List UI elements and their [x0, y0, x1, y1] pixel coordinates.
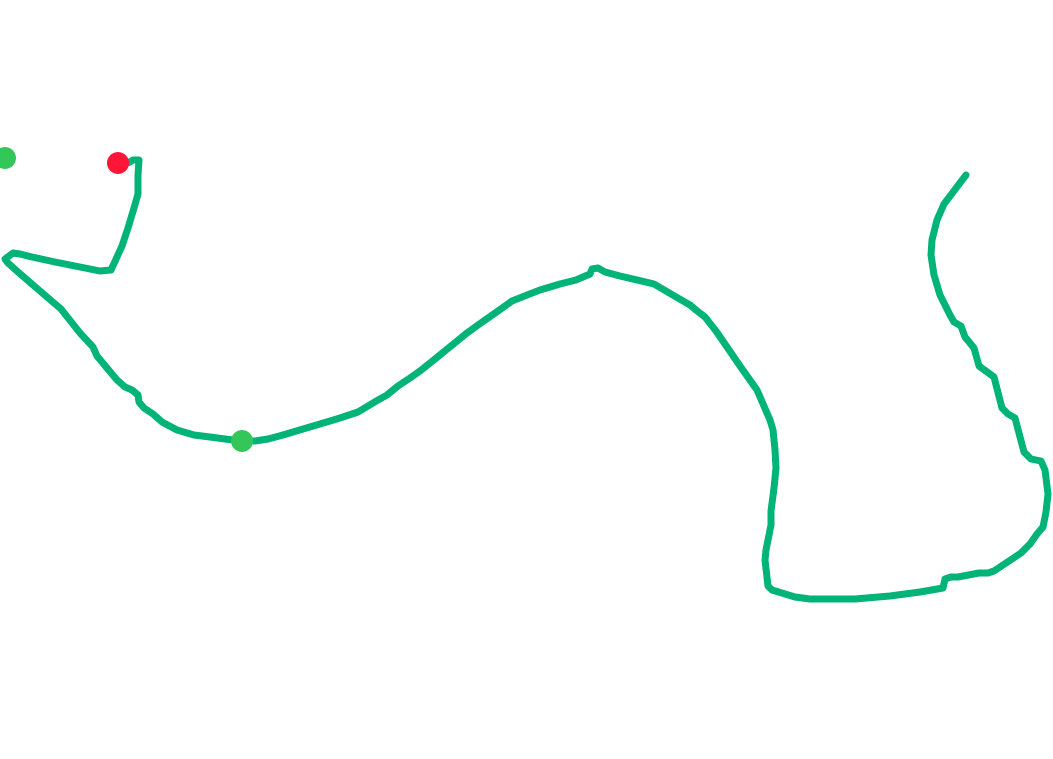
start-marker[interactable] [0, 147, 16, 169]
checkpoint-marker[interactable] [231, 430, 253, 452]
end-marker[interactable] [107, 152, 129, 174]
drawn-path [1, 156, 1052, 603]
